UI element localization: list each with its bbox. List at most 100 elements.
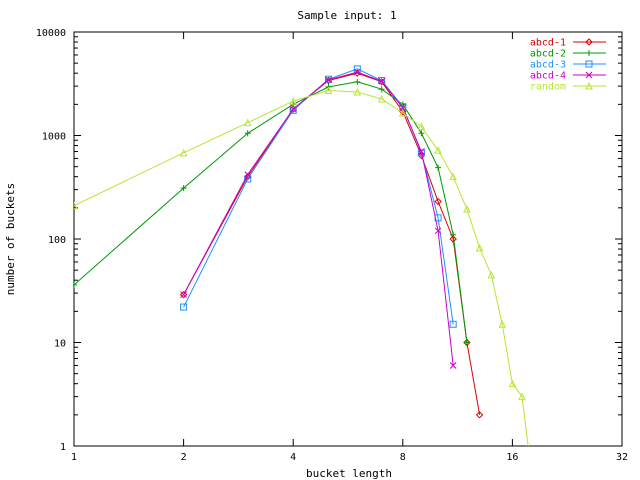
data-point bbox=[378, 77, 386, 85]
legend-label: abcd-2 bbox=[530, 49, 566, 60]
series-line bbox=[183, 72, 481, 415]
y-axis-label: number of buckets bbox=[4, 183, 17, 296]
legend-marker bbox=[585, 81, 593, 90]
y-tick-label: 1000 bbox=[42, 132, 66, 143]
data-point bbox=[353, 87, 362, 96]
legend-marker bbox=[585, 38, 593, 46]
data-point bbox=[289, 105, 297, 113]
x-axis: 1 2 4 8 16 32 bbox=[71, 32, 628, 463]
data-point bbox=[463, 339, 470, 346]
data-point bbox=[418, 130, 425, 137]
data-point bbox=[378, 86, 385, 93]
data-point bbox=[74, 281, 77, 288]
y-tick: 10 bbox=[54, 339, 622, 350]
series-layer bbox=[74, 65, 529, 446]
data-point bbox=[450, 231, 457, 238]
data-point bbox=[434, 227, 442, 235]
legend-entry-abcd-2: abcd-2 bbox=[530, 49, 606, 60]
data-point bbox=[435, 164, 442, 171]
legend-label: abcd-4 bbox=[530, 71, 566, 82]
data-point bbox=[487, 270, 496, 279]
x-tick-label: 8 bbox=[400, 452, 406, 463]
data-point bbox=[243, 118, 252, 127]
x-tick: 32 bbox=[616, 32, 628, 463]
y-tick-label: 10000 bbox=[36, 28, 66, 39]
data-point bbox=[377, 94, 386, 103]
y-tick: 10000 bbox=[36, 28, 622, 39]
data-point bbox=[417, 151, 426, 160]
data-point bbox=[475, 411, 484, 419]
data-point bbox=[179, 290, 188, 299]
data-point bbox=[399, 104, 407, 112]
series-line bbox=[74, 89, 529, 446]
x-axis-label: bucket length bbox=[306, 467, 392, 480]
series-line bbox=[183, 68, 454, 325]
y-tick-label: 10 bbox=[54, 339, 66, 350]
data-point bbox=[325, 76, 332, 84]
plot-border bbox=[73, 31, 623, 447]
y-tick-label: 1 bbox=[60, 442, 66, 453]
legend-marker bbox=[585, 60, 593, 68]
chart-title: Sample input: 1 bbox=[297, 9, 396, 22]
plot-frame bbox=[73, 31, 623, 447]
data-point bbox=[417, 149, 425, 157]
x-tick: 8 bbox=[400, 32, 406, 463]
series-abcd-1 bbox=[179, 69, 484, 419]
data-point bbox=[449, 235, 457, 243]
y-axis: 1 10 100 1000 10000 bbox=[36, 28, 622, 453]
legend-entry-abcd-3: abcd-3 bbox=[530, 60, 606, 71]
data-point bbox=[475, 243, 484, 252]
data-point bbox=[434, 146, 442, 154]
x-tick: 16 bbox=[506, 32, 518, 463]
legend-label: abcd-1 bbox=[530, 38, 566, 49]
series-line bbox=[183, 71, 454, 366]
legend-entry-abcd-1: abcd-1 bbox=[530, 38, 606, 49]
legend-label: random bbox=[530, 82, 566, 93]
data-point bbox=[179, 148, 188, 157]
y-tick: 100 bbox=[48, 235, 622, 246]
legend-entry-random: random bbox=[530, 82, 606, 93]
data-point bbox=[180, 303, 188, 311]
data-point bbox=[508, 379, 517, 388]
data-point bbox=[74, 201, 78, 210]
data-point bbox=[434, 197, 442, 206]
data-point bbox=[449, 362, 457, 369]
legend-label: abcd-3 bbox=[530, 60, 566, 71]
x-tick-label: 1 bbox=[71, 452, 77, 463]
data-point bbox=[180, 291, 187, 298]
data-point bbox=[398, 108, 407, 117]
y-tick: 1000 bbox=[42, 132, 622, 143]
data-point bbox=[463, 204, 471, 213]
data-point bbox=[180, 185, 187, 192]
data-point bbox=[418, 148, 425, 155]
data-point bbox=[353, 68, 361, 76]
series-abcd-3 bbox=[180, 65, 457, 328]
x-tick-label: 16 bbox=[506, 452, 518, 463]
x-tick: 2 bbox=[181, 32, 187, 463]
data-point bbox=[289, 96, 298, 105]
x-tick: 4 bbox=[290, 32, 296, 463]
data-point bbox=[354, 78, 361, 85]
y-tick: 1 bbox=[60, 442, 622, 453]
legend-marker bbox=[585, 71, 593, 79]
data-point bbox=[449, 320, 457, 328]
data-point bbox=[417, 122, 426, 131]
data-point bbox=[244, 171, 252, 178]
data-point bbox=[498, 320, 507, 328]
x-tick: 1 bbox=[71, 32, 77, 463]
legend-marker bbox=[586, 50, 592, 56]
data-point bbox=[518, 392, 526, 401]
x-tick-label: 4 bbox=[290, 452, 296, 463]
data-point bbox=[449, 172, 457, 181]
series-abcd-4 bbox=[180, 68, 457, 369]
series-abcd-2 bbox=[74, 78, 470, 346]
series-line bbox=[74, 81, 468, 343]
legend-entry-abcd-4: abcd-4 bbox=[530, 71, 606, 82]
data-point bbox=[244, 175, 252, 183]
data-point bbox=[244, 130, 251, 137]
x-tick-label: 32 bbox=[616, 452, 628, 463]
x-tick-label: 2 bbox=[181, 452, 187, 463]
series-random bbox=[74, 86, 529, 446]
